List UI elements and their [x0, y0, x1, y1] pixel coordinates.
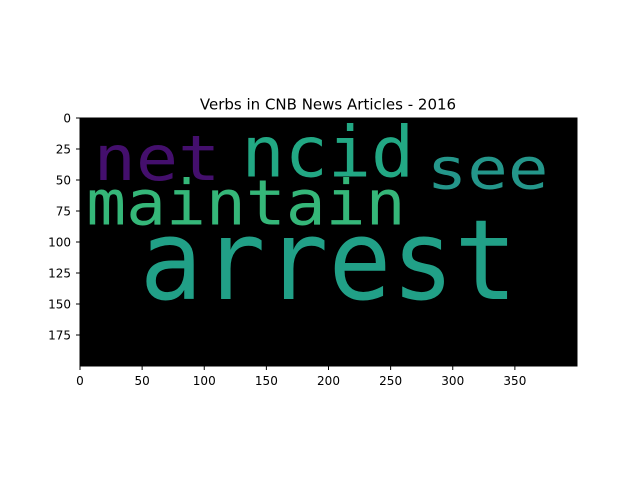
x-tick-label: 0	[76, 374, 84, 388]
x-tick-label: 250	[379, 374, 402, 388]
y-tick-label: 50	[56, 174, 71, 188]
word-arrest: arrest	[140, 196, 518, 326]
word-maintain: maintain	[86, 167, 405, 240]
x-axis: 0 50 100 150 200 250 300 350	[76, 365, 577, 388]
word-ncid: ncid	[242, 110, 415, 193]
x-tick-label: 50	[134, 374, 149, 388]
x-tick-label: 200	[317, 374, 340, 388]
x-tick-label: 100	[193, 374, 216, 388]
y-tick-label: 125	[48, 267, 71, 281]
y-tick-label: 0	[63, 112, 71, 126]
y-tick-label: 175	[48, 329, 71, 343]
x-tick-label: 350	[503, 374, 526, 388]
word-see: see	[427, 137, 549, 203]
x-tick-label: 150	[255, 374, 278, 388]
chart-title: Verbs in CNB News Articles - 2016	[200, 96, 456, 114]
word-net: net	[94, 122, 221, 195]
y-axis: 0 25 50 75 100 125 150 175	[48, 112, 81, 366]
y-tick-label: 150	[48, 298, 71, 312]
y-tick-label: 100	[48, 236, 71, 250]
y-tick-label: 25	[56, 143, 71, 157]
x-tick-label: 300	[441, 374, 464, 388]
plot-background	[80, 118, 577, 366]
y-tick-label: 75	[56, 205, 71, 219]
